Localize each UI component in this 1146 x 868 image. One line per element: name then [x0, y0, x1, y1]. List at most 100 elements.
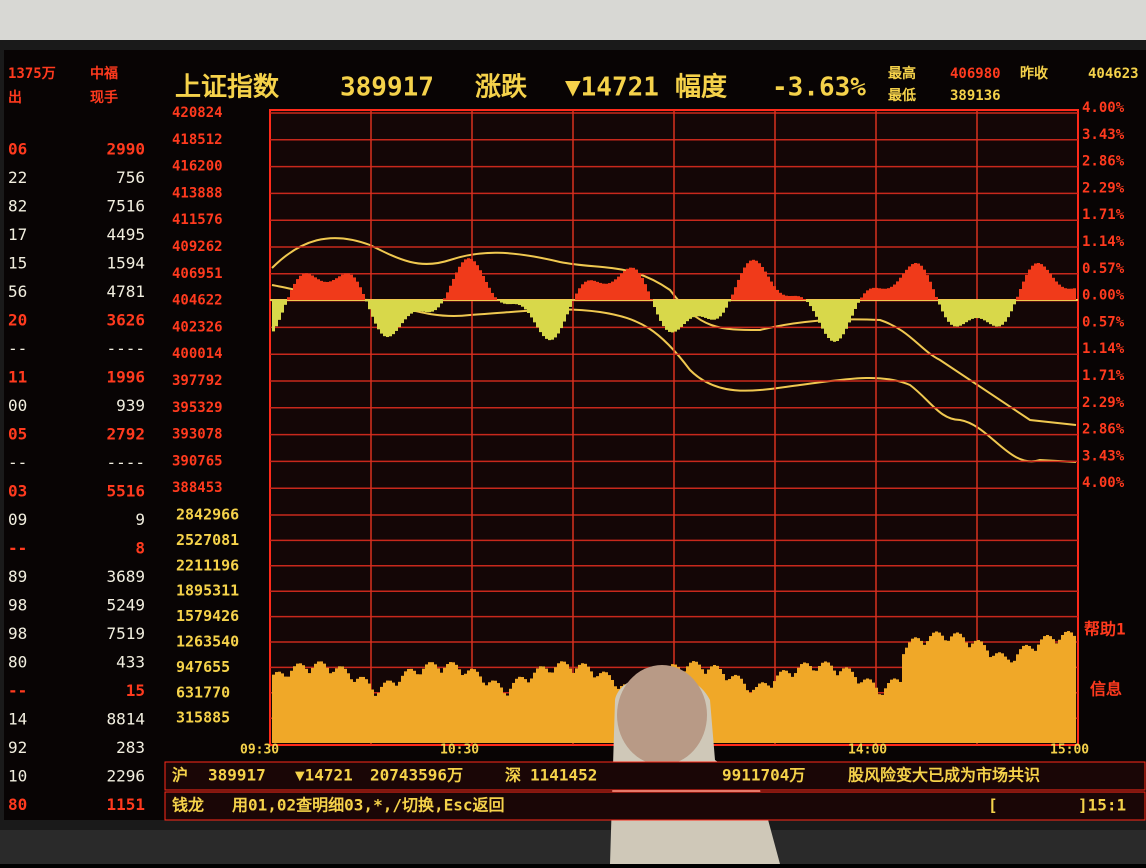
volume-bar: [998, 652, 1001, 743]
breadth-bar: [692, 300, 695, 317]
volume-bar: [494, 681, 497, 743]
volume-bar: [839, 671, 842, 743]
volume-bar: [821, 663, 824, 743]
breadth-bar: [896, 281, 899, 300]
volume-bar: [875, 688, 878, 743]
volume-bar: [1046, 635, 1049, 743]
volume-bar: [1043, 636, 1046, 743]
volume-label: 315885: [176, 709, 230, 727]
volume-bar: [851, 672, 854, 743]
price-label: 388453: [172, 480, 223, 496]
breadth-bar: [311, 275, 314, 300]
breadth-bar: [881, 289, 884, 300]
breadth-bar: [944, 300, 947, 317]
volume-bar: [389, 681, 392, 743]
row-value: 7516: [106, 197, 145, 216]
breadth-bar: [575, 294, 578, 300]
breadth-bar: [365, 300, 368, 301]
row-code: 15: [8, 254, 27, 273]
volume-bar: [905, 648, 908, 743]
breadth-bar: [470, 259, 473, 300]
breadth-bar: [986, 300, 989, 322]
volume-bar: [536, 668, 539, 743]
percent-label: 2.29%: [1082, 395, 1125, 411]
breadth-bar: [908, 266, 911, 300]
volume-bar: [1055, 643, 1058, 743]
breadth-bar: [725, 300, 728, 308]
breadth-bar: [482, 276, 485, 300]
breadth-bar: [872, 288, 875, 300]
breadth-bar: [323, 282, 326, 300]
breadth-bar: [1028, 270, 1031, 300]
volume-bar: [431, 662, 434, 743]
volume-bar: [554, 667, 557, 743]
volume-bar: [398, 682, 401, 743]
breadth-bar: [521, 300, 524, 307]
breadth-bar: [317, 279, 320, 300]
breadth-bar: [983, 300, 986, 320]
breadth-bar: [701, 300, 704, 317]
percent-label: 2.86%: [1082, 422, 1125, 438]
breadth-bar: [959, 300, 962, 326]
volume-bar: [935, 631, 938, 743]
breadth-bar: [863, 293, 866, 300]
volume-bar: [317, 661, 320, 743]
volume-bar: [515, 679, 518, 743]
breadth-bar: [689, 300, 692, 319]
percent-label: 1.14%: [1082, 341, 1125, 357]
volume-bar: [887, 683, 890, 743]
row-code: --: [8, 453, 27, 472]
breadth-bar: [809, 300, 812, 306]
breadth-bar: [431, 300, 434, 312]
breadth-bar: [674, 300, 677, 332]
row-code: --: [8, 539, 27, 558]
volume-bar: [296, 664, 299, 743]
volume-bar: [530, 678, 533, 743]
breadth-bar: [623, 271, 626, 300]
breadth-bar: [719, 300, 722, 316]
row-code: 06: [8, 140, 27, 159]
breadth-bar: [491, 293, 494, 300]
breadth-bar: [974, 300, 977, 318]
volume-bar: [947, 641, 950, 743]
row-code: 98: [8, 624, 27, 643]
row-value: 283: [116, 738, 145, 757]
volume-bar: [1022, 646, 1025, 743]
volume-bar: [842, 668, 845, 743]
volume-bar: [728, 679, 731, 743]
breadth-bar: [515, 300, 518, 304]
volume-bar: [599, 673, 602, 743]
volume-bar: [791, 677, 794, 743]
volume-bar: [836, 675, 839, 743]
breadth-bar: [389, 300, 392, 336]
breadth-bar: [812, 300, 815, 311]
breadth-bar: [683, 300, 686, 324]
volume-bar: [428, 662, 431, 743]
breadth-bar: [383, 300, 386, 336]
volume-bar: [890, 680, 893, 743]
breadth-bar: [368, 300, 371, 309]
row-code: 10: [8, 767, 27, 786]
breadth-bar: [458, 267, 461, 300]
breadth-bar: [662, 300, 665, 326]
breadth-bar: [632, 268, 635, 300]
volume-bar: [506, 696, 509, 743]
breadth-bar: [539, 300, 542, 332]
row-value: 5249: [106, 596, 145, 615]
row-value: 2990: [106, 140, 145, 159]
breadth-bar: [542, 300, 545, 336]
prev-label: 昨收: [1020, 65, 1049, 82]
breadth-bar: [1037, 263, 1040, 300]
time-label: 09:30: [240, 743, 279, 758]
breadth-bar: [443, 298, 446, 300]
breadth-bar: [773, 286, 776, 300]
breadth-bar: [713, 300, 716, 320]
breadth-bar: [299, 276, 302, 300]
breadth-bar: [398, 300, 401, 327]
breadth-bar: [932, 289, 935, 300]
volume-bar: [452, 662, 455, 743]
volume-bar: [731, 676, 734, 743]
breadth-bar: [275, 300, 278, 326]
low-value: 389136: [950, 88, 1001, 104]
breadth-bar: [302, 274, 305, 300]
